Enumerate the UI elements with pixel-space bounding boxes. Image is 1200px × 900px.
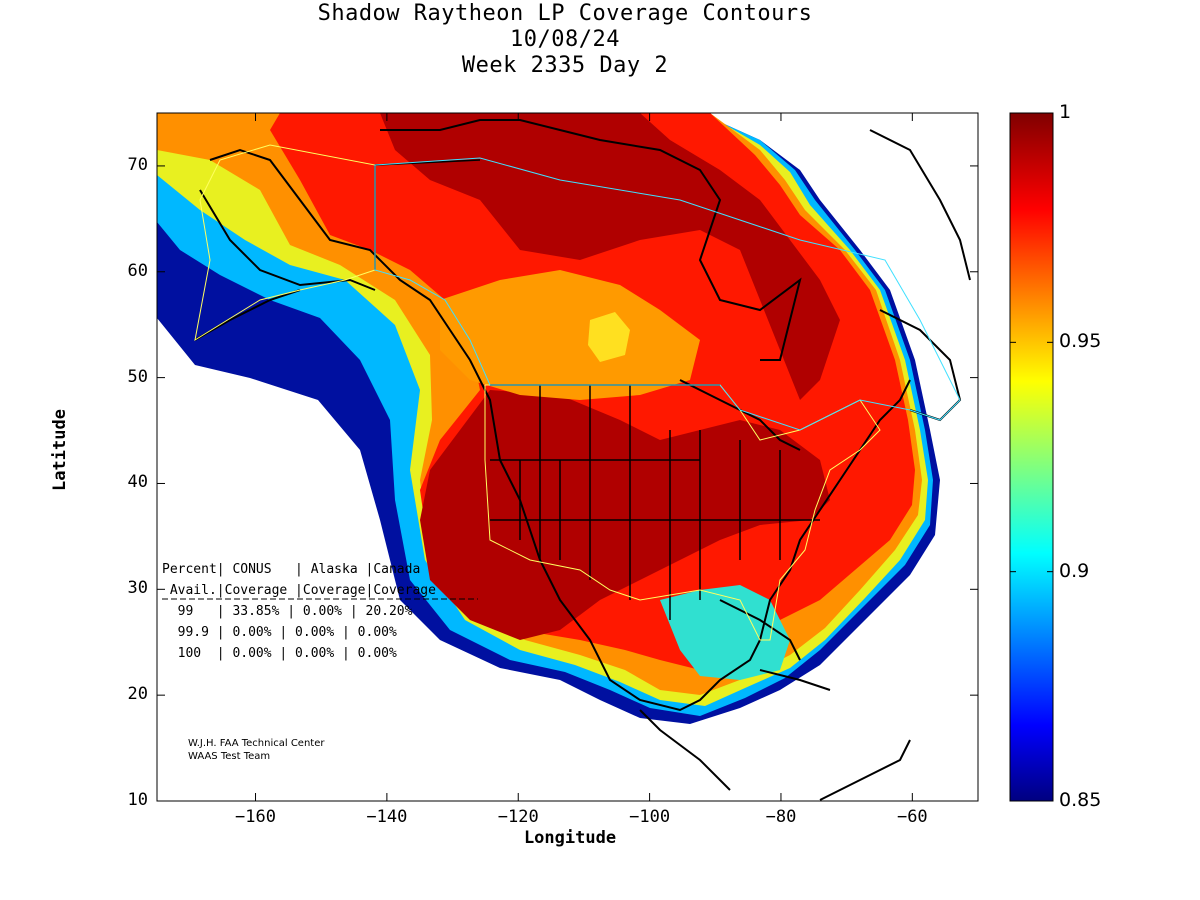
service-boundaries — [194, 144, 961, 641]
y-tick-label: 10 — [127, 790, 148, 810]
stats-row-99-9: 99.9 | 0.00% | 0.00% | 0.00% — [162, 625, 397, 640]
y-tick-marks — [157, 165, 978, 802]
x-axis-label: Longitude — [523, 828, 617, 848]
colorbar-tick-label: 0.9 — [1059, 559, 1090, 582]
plot-frame — [156, 112, 979, 802]
contour-orange-canada — [440, 270, 700, 400]
colorbar-tick-label: 1 — [1059, 101, 1072, 123]
contour-yellow-spot — [588, 312, 630, 362]
stats-row-100: 100 | 0.00% | 0.00% | 0.00% — [162, 646, 397, 661]
contour-dark-red-conus — [420, 390, 830, 640]
y-tick-label: 40 — [127, 472, 148, 493]
x-tick-label: −60 — [896, 807, 928, 827]
no-coverage-region — [157, 113, 978, 801]
x-tick-label: −160 — [235, 807, 276, 827]
colorbar-tick-label: 0.85 — [1059, 789, 1102, 811]
y-axis-label: Latitude — [50, 409, 70, 491]
title-line-1: Shadow Raytheon LP Coverage Contours — [317, 1, 813, 26]
y-tick-label: 70 — [127, 154, 148, 175]
x-tick-label: −140 — [366, 807, 408, 827]
x-tick-label: −80 — [765, 807, 797, 827]
x-tick-label: −100 — [629, 807, 671, 827]
stats-table: Percent| CONUS | Alaska |Canada Avail.|C… — [162, 559, 436, 664]
colorbar-tick-marks — [1010, 112, 1053, 802]
stats-row-99: 99 | 33.85% | 0.00% | 20.20% — [162, 604, 413, 619]
colorbar-tick-label: 0.95 — [1059, 330, 1102, 353]
credit-line-1: W.J.H. FAA Technical Center — [188, 738, 325, 749]
stats-header-1: Percent| CONUS | Alaska |Canada — [162, 562, 421, 577]
y-tick-label: 50 — [127, 366, 148, 387]
plot-title: Shadow Raytheon LP Coverage Contours 10/… — [0, 0, 1130, 79]
title-line-3: Week 2335 Day 2 — [461, 53, 669, 78]
contour-dark-red-north — [380, 113, 840, 400]
y-tick-label: 20 — [127, 684, 148, 705]
stats-header-2: Avail.|Coverage |Coverage|Coverage — [162, 583, 436, 598]
x-tick-marks — [255, 113, 913, 801]
credit-line-2: WAAS Test Team — [188, 751, 271, 762]
x-tick-label: −120 — [497, 807, 539, 827]
coverage-contours — [157, 113, 978, 801]
y-tick-label: 30 — [127, 578, 148, 599]
title-line-2: 10/08/24 — [510, 27, 620, 52]
contour-gulf-cyan — [660, 585, 790, 680]
y-tick-label: 60 — [127, 260, 148, 281]
colorbar — [1009, 112, 1054, 802]
